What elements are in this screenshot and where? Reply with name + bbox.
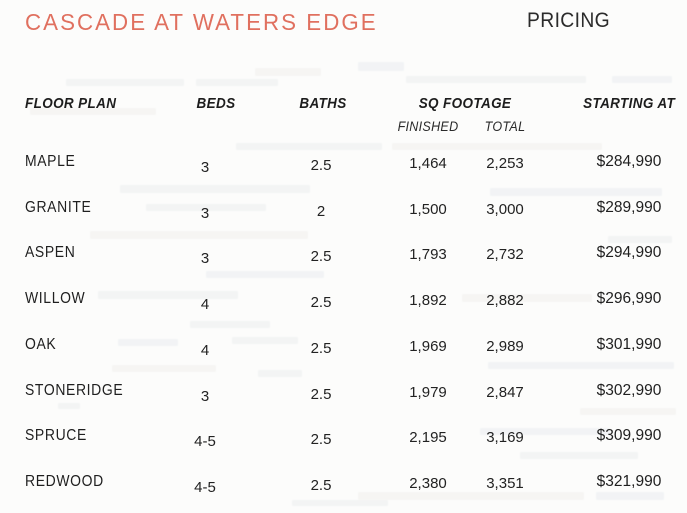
column-header-sq-footage: SQ FOOTAGE: [418, 95, 512, 112]
cell-floor-plan: MAPLE: [25, 153, 76, 170]
cell-total-sq-ft: 3,169: [486, 429, 524, 447]
cell-finished-sq-ft: 1,464: [409, 155, 447, 172]
cell-total-sq-ft: 3,351: [486, 474, 524, 492]
table-row: WILLOW 4 2.5 1,892 2,882 $296,990: [0, 290, 687, 320]
table-row: GRANITE 3 2 1,500 3,000 $289,990: [0, 199, 687, 229]
cell-starting-price: $302,990: [596, 381, 662, 399]
cell-baths: 2: [316, 202, 326, 220]
cell-floor-plan: WILLOW: [25, 290, 86, 308]
column-header-floor-plan: FLOOR PLAN: [25, 95, 117, 112]
cell-baths: 2.5: [310, 157, 332, 174]
cell-total-sq-ft: 2,882: [486, 292, 524, 310]
cell-beds: 4: [200, 296, 210, 314]
cell-floor-plan: GRANITE: [25, 198, 92, 216]
cell-starting-price: $296,990: [596, 290, 662, 308]
table-row: STONERIDGE 3 2.5 1,979 2,847 $302,990: [0, 382, 687, 412]
cell-total-sq-ft: 2,253: [486, 155, 524, 172]
cell-baths: 2.5: [310, 294, 332, 312]
cell-finished-sq-ft: 1,500: [409, 200, 447, 218]
column-subheader-total: TOTAL: [484, 119, 526, 134]
table-row: MAPLE 3 2.5 1,464 2,253 $284,990: [0, 153, 687, 183]
cell-beds: 4-5: [194, 478, 216, 496]
community-title: CASCADE AT WATERS EDGE: [25, 9, 378, 35]
cell-finished-sq-ft: 1,892: [409, 292, 447, 310]
cell-total-sq-ft: 2,989: [486, 337, 524, 355]
cell-beds: 3: [200, 250, 210, 268]
cell-beds: 3: [200, 204, 210, 222]
cell-floor-plan: REDWOOD: [25, 472, 104, 490]
cell-total-sq-ft: 3,000: [486, 200, 524, 218]
cell-baths: 2.5: [310, 431, 332, 449]
cell-starting-price: $284,990: [596, 153, 662, 170]
cell-starting-price: $321,990: [596, 472, 662, 490]
table-row: REDWOOD 4-5 2.5 2,380 3,351 $321,990: [0, 473, 687, 503]
cell-finished-sq-ft: 2,195: [409, 429, 447, 447]
column-subheader-finished: FINISHED: [397, 119, 459, 134]
cell-finished-sq-ft: 1,793: [409, 246, 447, 264]
cell-beds: 3: [200, 387, 210, 405]
cell-floor-plan: OAK: [25, 335, 57, 353]
cell-baths: 2.5: [310, 248, 332, 266]
column-header-beds: BEDS: [196, 95, 236, 112]
cell-total-sq-ft: 2,847: [486, 383, 524, 401]
table-row: OAK 4 2.5 1,969 2,989 $301,990: [0, 336, 687, 366]
cell-baths: 2.5: [310, 476, 332, 494]
cell-finished-sq-ft: 2,380: [409, 474, 447, 492]
cell-finished-sq-ft: 1,979: [409, 383, 447, 401]
column-header-starting-at: STARTING AT: [583, 95, 676, 112]
cell-finished-sq-ft: 1,969: [409, 337, 447, 355]
cell-beds: 4-5: [194, 433, 216, 451]
cell-total-sq-ft: 2,732: [486, 246, 524, 264]
cell-floor-plan: ASPEN: [25, 244, 76, 262]
cell-floor-plan: SPRUCE: [25, 427, 87, 445]
column-header-baths: BATHS: [299, 95, 347, 112]
cell-beds: 3: [200, 159, 210, 176]
cell-baths: 2.5: [310, 339, 332, 357]
cell-beds: 4: [200, 341, 210, 359]
cell-baths: 2.5: [310, 385, 332, 403]
cell-starting-price: $294,990: [596, 244, 662, 262]
page-title: PRICING: [527, 9, 611, 32]
table-row: SPRUCE 4-5 2.5 2,195 3,169 $309,990: [0, 427, 687, 457]
cell-starting-price: $309,990: [596, 427, 662, 445]
cell-floor-plan: STONERIDGE: [25, 381, 124, 399]
table-row: ASPEN 3 2.5 1,793 2,732 $294,990: [0, 244, 687, 274]
cell-starting-price: $301,990: [596, 335, 662, 353]
cell-starting-price: $289,990: [596, 198, 662, 216]
